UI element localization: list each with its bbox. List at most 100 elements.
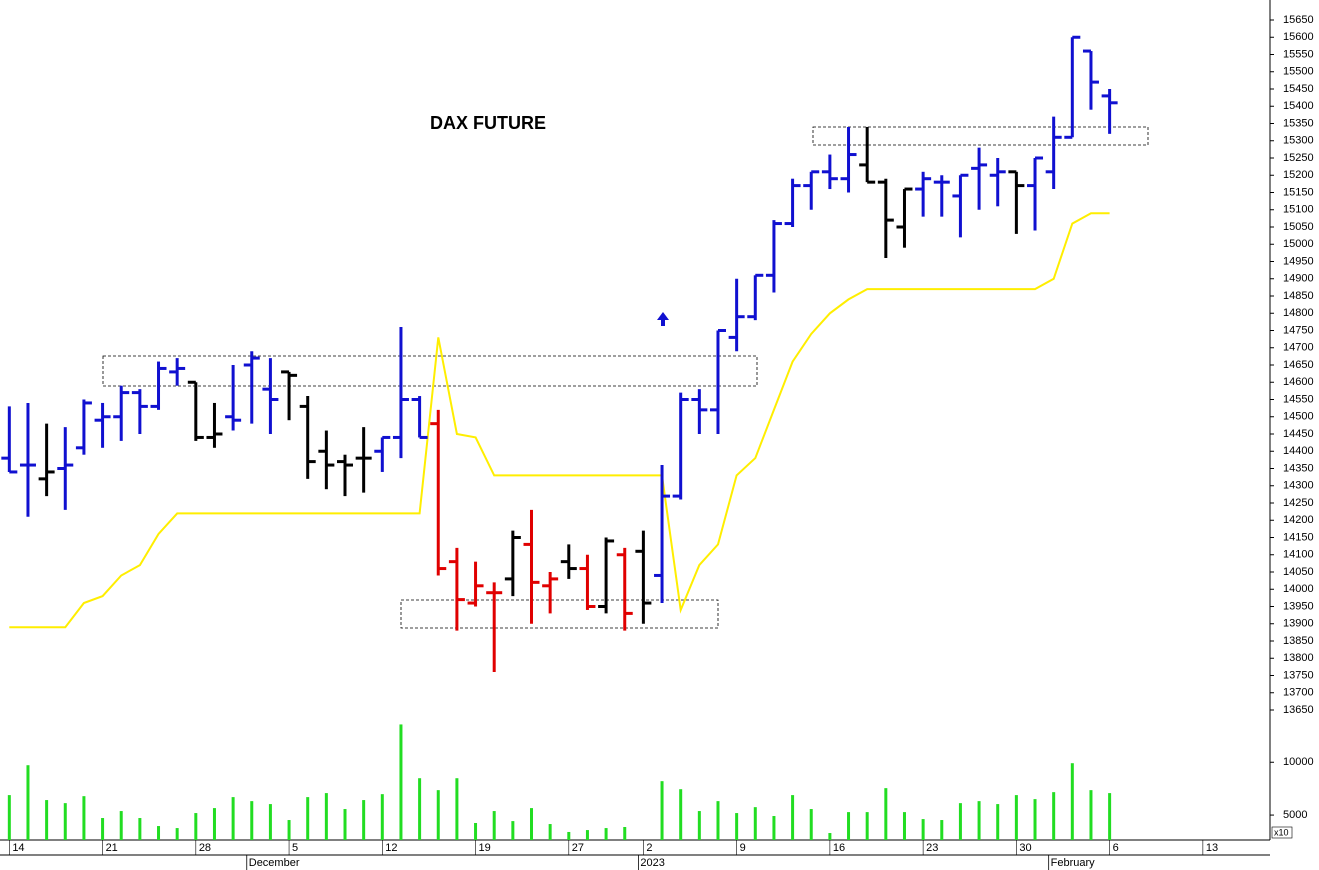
volume-bar xyxy=(399,724,403,840)
volume-bar xyxy=(175,828,179,840)
volume-bar xyxy=(604,828,608,840)
volume-bar xyxy=(157,826,161,840)
y-tick-label: 15600 xyxy=(1283,31,1314,43)
volume-bar xyxy=(567,831,571,840)
volume-bar xyxy=(7,795,11,840)
volume-bar xyxy=(585,830,589,840)
signal-arrow xyxy=(657,312,669,326)
volume-bar xyxy=(474,822,478,840)
y-tick-label: 13900 xyxy=(1283,618,1314,630)
volume-bar xyxy=(26,765,30,840)
volume-bar xyxy=(380,794,384,840)
volume-bar xyxy=(996,804,1000,840)
volume-bar xyxy=(921,819,925,840)
volume-bar xyxy=(1089,790,1093,840)
volume-bar xyxy=(1033,799,1037,840)
volume-bar xyxy=(1070,763,1074,840)
x-tick-label: 12 xyxy=(385,842,397,854)
y-tick-label: 15650 xyxy=(1283,14,1314,26)
volume-bar xyxy=(940,820,944,840)
y-tick-label: 14350 xyxy=(1283,462,1314,474)
volume-bar xyxy=(492,811,496,840)
volume-bar xyxy=(455,778,459,840)
volume-bar xyxy=(306,797,310,840)
volume-bar xyxy=(623,827,627,840)
range-box xyxy=(400,599,719,629)
volume-bar xyxy=(362,800,366,840)
x-tick-label: 2 xyxy=(646,842,652,854)
volume-bar xyxy=(194,813,198,840)
y-tick-label: 15050 xyxy=(1283,221,1314,233)
y-tick-label: 15250 xyxy=(1283,152,1314,164)
y-tick-label: 15100 xyxy=(1283,204,1314,216)
volume-bar xyxy=(548,824,552,840)
y-tick-label: 14300 xyxy=(1283,480,1314,492)
volume-bar xyxy=(250,801,254,840)
month-label: December xyxy=(249,857,300,869)
volume-bar xyxy=(45,800,49,840)
volume-bar xyxy=(101,818,105,840)
y-tick-label: 13750 xyxy=(1283,669,1314,681)
x-tick-label: 6 xyxy=(1113,842,1119,854)
y-tick-label: 14250 xyxy=(1283,497,1314,509)
x-tick-label: 9 xyxy=(740,842,746,854)
y-tick-label: 15450 xyxy=(1283,83,1314,95)
volume-bar xyxy=(884,788,888,840)
range-box xyxy=(812,126,1149,146)
volume-tick-label: 10000 xyxy=(1283,756,1314,768)
y-tick-label: 14700 xyxy=(1283,342,1314,354)
y-tick-label: 14800 xyxy=(1283,307,1314,319)
y-tick-label: 13650 xyxy=(1283,704,1314,716)
x-tick-label: 23 xyxy=(926,842,938,854)
volume-bar xyxy=(436,790,440,840)
y-tick-label: 15200 xyxy=(1283,169,1314,181)
volume-bar xyxy=(791,795,795,840)
y-tick-label: 15550 xyxy=(1283,48,1314,60)
unit-label: x10 xyxy=(1274,827,1289,837)
y-tick-label: 15000 xyxy=(1283,238,1314,250)
volume-bar xyxy=(287,820,291,840)
volume-bar xyxy=(212,808,216,840)
y-tick-label: 14600 xyxy=(1283,376,1314,388)
y-tick-label: 14100 xyxy=(1283,549,1314,561)
volume-bar xyxy=(697,811,701,840)
y-tick-label: 13800 xyxy=(1283,652,1314,664)
trend-line xyxy=(9,212,1110,629)
x-tick-label: 14 xyxy=(12,842,24,854)
volume-bar xyxy=(753,807,757,840)
x-tick-label: 27 xyxy=(572,842,584,854)
y-tick-label: 15350 xyxy=(1283,117,1314,129)
range-box xyxy=(102,355,758,387)
y-tick-label: 15500 xyxy=(1283,66,1314,78)
y-tick-label: 14550 xyxy=(1283,393,1314,405)
volume-bar xyxy=(847,812,851,840)
x-tick-label: 21 xyxy=(106,842,118,854)
y-tick-label: 14650 xyxy=(1283,359,1314,371)
x-tick-label: 5 xyxy=(292,842,298,854)
x-tick-label: 19 xyxy=(479,842,491,854)
volume-bar xyxy=(82,796,86,840)
volume-bar xyxy=(772,816,776,840)
y-tick-label: 15300 xyxy=(1283,135,1314,147)
volume-bar xyxy=(809,809,813,840)
month-label: 2023 xyxy=(640,857,664,869)
volume-bar xyxy=(138,818,142,840)
volume-bar xyxy=(1014,795,1018,840)
volume-bar xyxy=(63,803,67,840)
volume-tick-label: 5000 xyxy=(1283,809,1307,821)
y-tick-label: 14450 xyxy=(1283,428,1314,440)
month-label: February xyxy=(1051,857,1096,869)
y-tick-label: 14400 xyxy=(1283,445,1314,457)
y-tick-label: 14900 xyxy=(1283,273,1314,285)
volume-bar xyxy=(716,801,720,840)
y-tick-label: 15400 xyxy=(1283,100,1314,112)
y-tick-label: 15150 xyxy=(1283,186,1314,198)
volume-bar xyxy=(1052,792,1056,840)
x-tick-label: 28 xyxy=(199,842,211,854)
y-tick-label: 13850 xyxy=(1283,635,1314,647)
volume-bar xyxy=(902,812,906,840)
volume-bar xyxy=(865,812,869,840)
y-tick-label: 14200 xyxy=(1283,514,1314,526)
y-tick-label: 14000 xyxy=(1283,583,1314,595)
volume-bar xyxy=(529,808,533,840)
